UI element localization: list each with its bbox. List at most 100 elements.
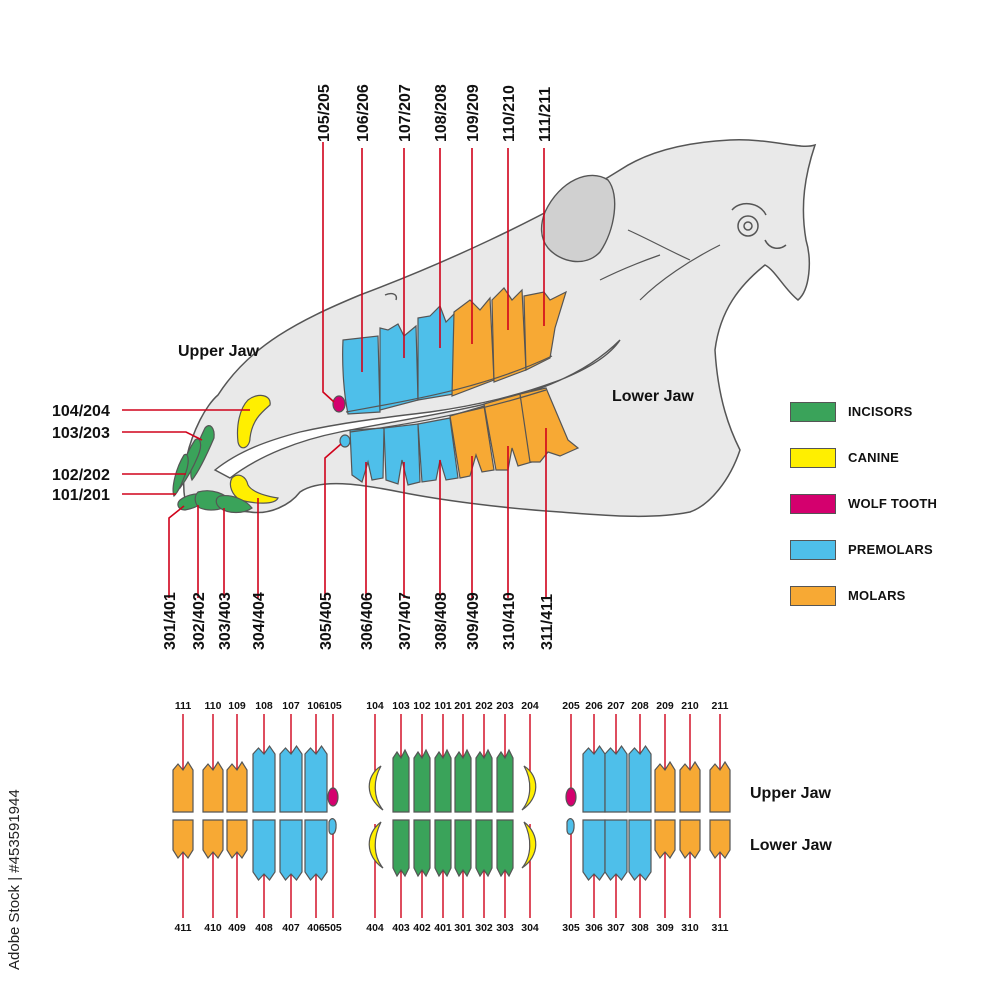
chart-lower-tooth-311 [709, 819, 731, 860]
chart-upper-tooth-102 [413, 748, 431, 813]
ear-canal [731, 203, 787, 250]
chart-lower-tooth-505 [328, 818, 337, 835]
chart-top-label-207: 207 [607, 700, 625, 712]
chart-top-label-208: 208 [631, 700, 649, 712]
chart-lower-tooth-309 [654, 819, 676, 860]
chart-upper-tooth-209 [654, 760, 676, 813]
skull-left-labels: 104/204 103/203 102/202 101/201 [52, 403, 110, 504]
upper-canine-104 [236, 394, 271, 449]
chart-lower-tooth-304 [521, 821, 537, 869]
chart-lower-tooth-410 [202, 819, 224, 860]
chart-upper-tooth-107 [279, 744, 303, 813]
legend-swatch-premolars [790, 539, 836, 560]
chart-upper-tooth-205 [565, 787, 577, 807]
chart-top-label-103: 103 [392, 700, 410, 712]
upper-incisor-101 [172, 453, 189, 498]
chart-top-label-104: 104 [366, 700, 384, 712]
tooth-label-310-410: 310/410 [501, 592, 518, 650]
chart-upper-tooth-108 [252, 744, 276, 813]
legend-item-premolars: PREMOLARS [790, 538, 980, 561]
tooth-label-104-204: 104/204 [52, 403, 110, 420]
dental-chart: 111 411 110 410 109 409 108 408 107 407 106 406 105 5… [172, 700, 731, 934]
chart-upper-tooth-208 [628, 744, 652, 813]
chart-bottom-label-302: 302 [475, 922, 493, 934]
tooth-label-307-407: 307/407 [397, 592, 414, 650]
chart-upper-tooth-211 [709, 760, 731, 813]
legend-label-wolf-tooth: WOLF TOOTH [848, 496, 938, 511]
chart-bottom-label-303: 303 [496, 922, 514, 934]
lower-molar-309 [449, 405, 495, 479]
chart-bottom-label-404: 404 [366, 922, 384, 934]
chart-lower-tooth-303 [496, 819, 514, 878]
chart-bottom-label-305: 305 [562, 922, 580, 934]
lower-molar-311 [519, 387, 580, 463]
chart-lower-tooth-411 [172, 819, 194, 860]
chart-bottom-label-401: 401 [434, 922, 452, 934]
chart-bottom-label-307: 307 [607, 922, 625, 934]
lower-canine-304 [229, 474, 279, 504]
chart-top-label-111: 111 [175, 700, 192, 712]
chart-top-label-105: 105 [324, 700, 342, 712]
skull-detail [599, 229, 721, 301]
chart-top-label-209: 209 [656, 700, 674, 712]
chart-bottom-label-406: 406 [307, 922, 325, 934]
skull-top-labels: 105/205 106/206 107/207 108/208 109/209 … [316, 84, 554, 142]
tooth-label-311-411: 311/411 [539, 594, 556, 650]
chart-upper-tooth-201 [454, 748, 472, 813]
chart-lower-tooth-409 [226, 819, 248, 860]
chart-lower-tooth-404 [368, 821, 384, 869]
chart-lower-tooth-301 [454, 819, 472, 878]
legend-item-canine: CANINE [790, 446, 980, 469]
chart-bottom-label-301: 301 [454, 922, 472, 934]
chart-upper-tooth-207 [604, 744, 628, 813]
chart-top-label-202: 202 [475, 700, 493, 712]
chart-lower-tooth-408 [252, 819, 276, 881]
upper-molar-111 [523, 290, 567, 371]
tooth-label-109-209: 109/209 [465, 84, 482, 142]
stock-credit: Adobe Stock | #453591944 [2, 760, 28, 970]
chart-top-label-110: 110 [205, 700, 222, 712]
tooth-label-105-205: 105/205 [316, 84, 333, 142]
chart-lower-tooth-401 [434, 819, 452, 878]
chart-lower-tooth-307 [604, 819, 628, 881]
tooth-label-111-211: 111/211 [537, 87, 554, 142]
chart-upper-tooth-104 [368, 765, 384, 811]
chart-upper-tooth-111 [172, 760, 194, 813]
skull-teeth [172, 287, 580, 514]
chart-upper-tooth-206 [582, 744, 606, 813]
chart-top-label-102: 102 [413, 700, 431, 712]
chart-bottom-label-403: 403 [392, 922, 410, 934]
tooth-label-101-201: 101/201 [52, 487, 110, 504]
chart-bottom-label-411: 411 [175, 922, 192, 934]
chart-upper-jaw-label: Upper Jaw [750, 785, 831, 802]
chart-top-label-211: 211 [712, 700, 729, 712]
tooth-label-303-403: 303/403 [217, 592, 234, 650]
tooth-label-309-409: 309/409 [465, 592, 482, 650]
tooth-label-308-408: 308/408 [433, 592, 450, 650]
upper-premolar-107 [379, 323, 419, 411]
stock-credit-text: Adobe Stock | #453591944 [6, 789, 23, 970]
chart-top-label-205: 205 [562, 700, 580, 712]
chart-bottom-label-311: 311 [712, 922, 729, 934]
chart-upper-tooth-204 [521, 765, 537, 811]
wolf-tooth-105 [332, 395, 346, 413]
tooth-label-107-207: 107/207 [397, 84, 414, 142]
tooth-label-301-401: 301/401 [162, 592, 179, 650]
lower-jaw-label: Lower Jaw [612, 388, 694, 405]
upper-premolar-108 [417, 304, 457, 401]
chart-bottom-label-409: 409 [228, 922, 246, 934]
chart-upper-tooth-103 [392, 748, 410, 813]
tooth-label-302-402: 302/402 [191, 592, 208, 650]
chart-lower-tooth-402 [413, 819, 431, 878]
chart-lower-tooth-308 [628, 819, 652, 881]
chart-upper-tooth-101 [434, 748, 452, 813]
tooth-label-306-406: 306/406 [359, 592, 376, 650]
chart-bottom-label-407: 407 [282, 922, 300, 934]
chart-lower-jaw-label: Lower Jaw [750, 837, 832, 854]
legend-label-premolars: PREMOLARS [848, 542, 933, 557]
chart-top-label-109: 109 [228, 700, 246, 712]
tooth-label-108-208: 108/208 [433, 84, 450, 142]
chart-upper-tooth-210 [679, 760, 701, 813]
legend-swatch-canine [790, 447, 836, 468]
tooth-label-103-203: 103/203 [52, 425, 110, 442]
